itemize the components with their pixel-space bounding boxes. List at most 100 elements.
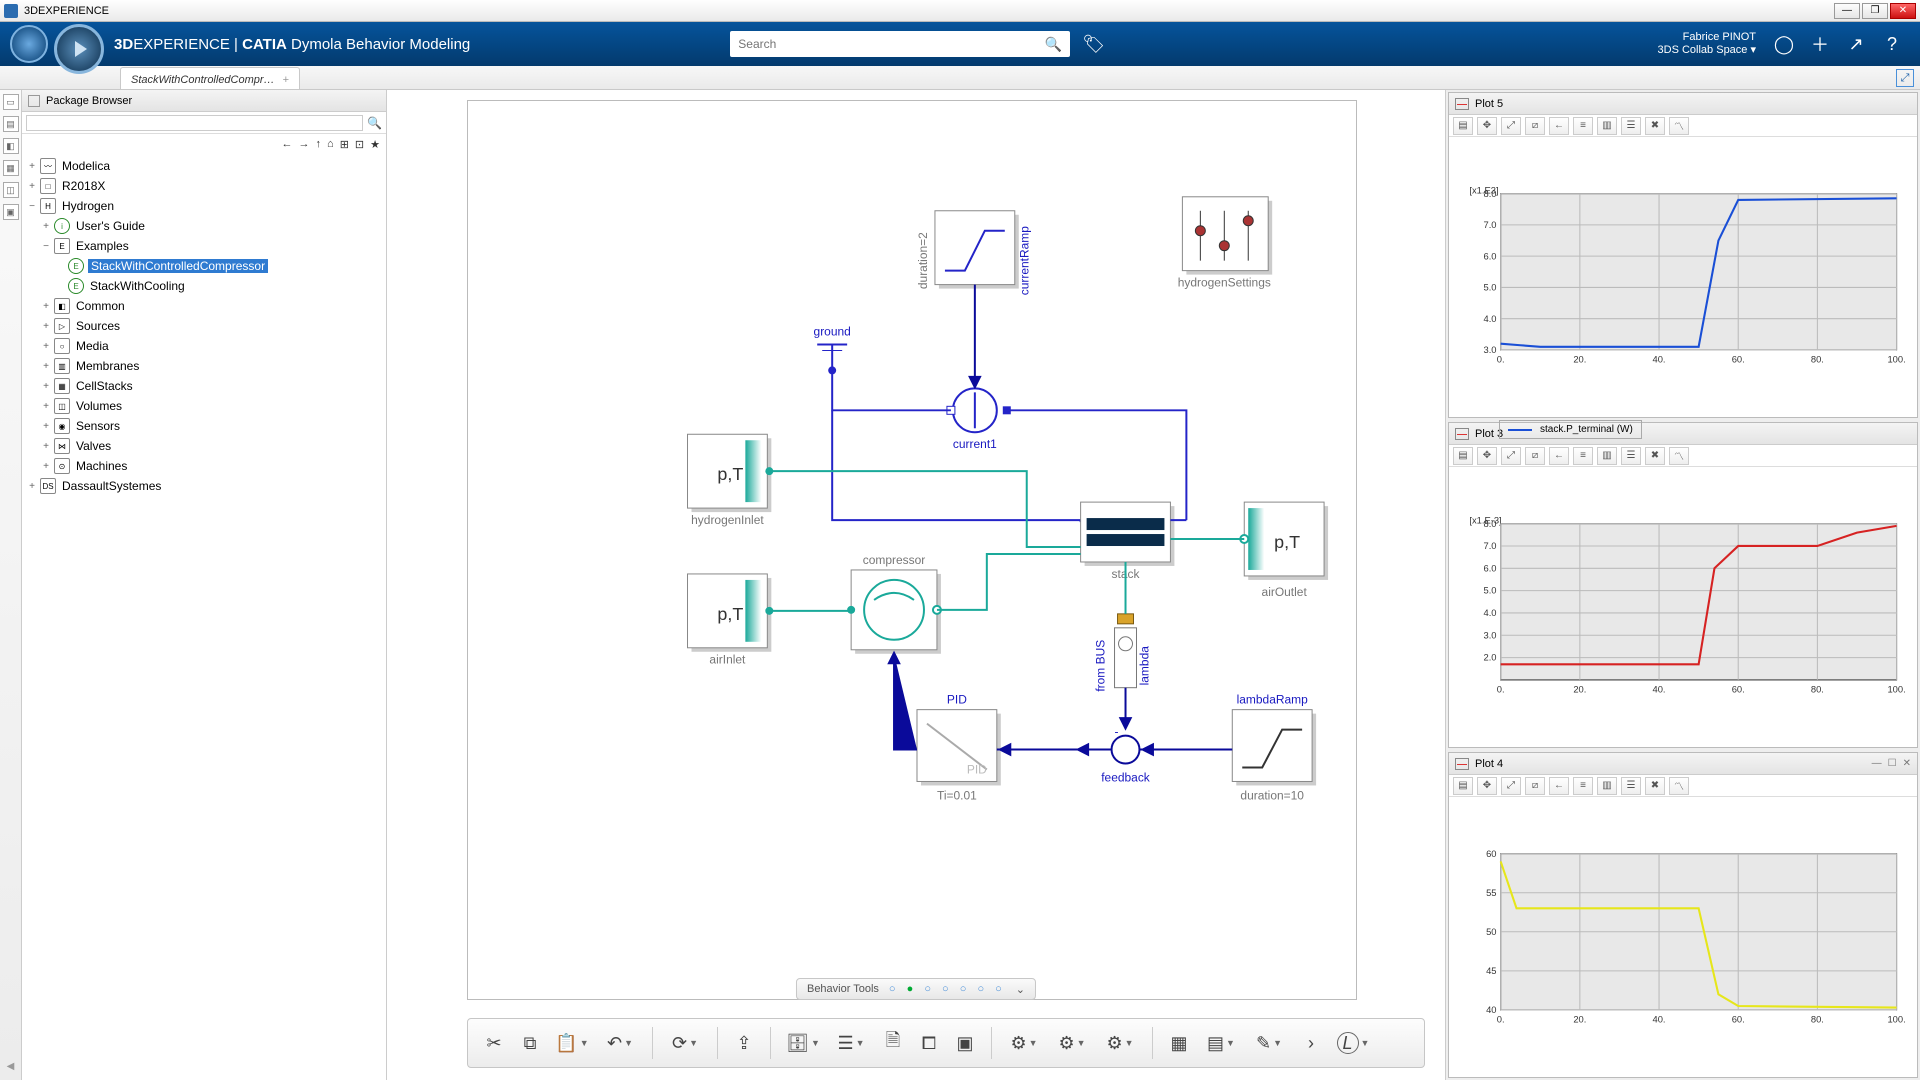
pkg-tb-4[interactable]: ⊞: [340, 138, 349, 151]
window-minimize-button[interactable]: —: [1834, 3, 1860, 19]
plot-header[interactable]: Plot 5: [1449, 93, 1917, 115]
pkg-tb-3[interactable]: ⌂: [327, 138, 334, 150]
list-icon[interactable]: ☰▼: [829, 1027, 873, 1059]
chevron-down-icon[interactable]: ⌄: [1016, 983, 1025, 996]
rail-item-1[interactable]: ▭: [3, 94, 19, 110]
doc-icon[interactable]: 🗎: [877, 1027, 909, 1059]
grid-icon[interactable]: ▦: [1163, 1027, 1195, 1059]
check-icon[interactable]: ▣: [949, 1027, 981, 1059]
plot-body[interactable]: [x1.E3]3.04.05.06.07.08.00.20.40.60.80.1…: [1449, 137, 1917, 417]
tree-twisty-icon[interactable]: −: [40, 241, 52, 252]
window-maximize-button[interactable]: ❐: [1862, 3, 1888, 19]
search-box[interactable]: 🔍: [730, 31, 1070, 57]
pkg-tb-0[interactable]: ←: [282, 138, 293, 150]
tree-node[interactable]: EStackWithControlledCompressor: [26, 256, 386, 276]
tree-node[interactable]: +◫Volumes: [26, 396, 386, 416]
rail-item-5[interactable]: ◫: [3, 182, 19, 198]
plot-tb-6[interactable]: ▥: [1597, 447, 1617, 465]
pkg-tb-2[interactable]: ↑: [316, 138, 322, 150]
rail-collapse-icon[interactable]: ◀: [7, 1061, 15, 1072]
plot-tb-2[interactable]: ⤢: [1501, 447, 1521, 465]
undo-icon[interactable]: ↶▼: [598, 1027, 642, 1059]
plot-max-icon[interactable]: ☐: [1888, 758, 1897, 769]
rail-item-4[interactable]: ▦: [3, 160, 19, 176]
tree-twisty-icon[interactable]: +: [40, 321, 52, 332]
plot-tb-6[interactable]: ▥: [1597, 117, 1617, 135]
next-icon[interactable]: ›: [1295, 1027, 1327, 1059]
plot-tb-5[interactable]: ≡: [1573, 117, 1593, 135]
plot-tb-8[interactable]: ✖: [1645, 777, 1665, 795]
paste-icon[interactable]: 📋▼: [550, 1027, 594, 1059]
window-close-button[interactable]: ✕: [1890, 3, 1916, 19]
behavior-tools-pill[interactable]: Behavior Tools ○ ● ○ ○ ○ ○ ○ ⌄: [796, 978, 1036, 1000]
pkg-search-input[interactable]: [26, 115, 363, 131]
tree-node[interactable]: +○Media: [26, 336, 386, 356]
tree-node[interactable]: +□R2018X: [26, 176, 386, 196]
plot-tb-5[interactable]: ≡: [1573, 777, 1593, 795]
tree-twisty-icon[interactable]: +: [26, 161, 38, 172]
plot-tb-4[interactable]: ←: [1549, 117, 1569, 135]
search-input[interactable]: [738, 37, 1045, 51]
tree-node[interactable]: EStackWithCooling: [26, 276, 386, 296]
plus-icon[interactable]: ＋: [1806, 30, 1834, 58]
document-tab[interactable]: StackWithControlledCompr… +: [120, 67, 300, 89]
tree-twisty-icon[interactable]: +: [40, 381, 52, 392]
tool-icon[interactable]: ✎▼: [1247, 1027, 1291, 1059]
plot-min-icon[interactable]: —: [1872, 758, 1882, 769]
gear1-icon[interactable]: ⚙▼: [1002, 1027, 1046, 1059]
tree-node[interactable]: −EExamples: [26, 236, 386, 256]
tree-twisty-icon[interactable]: +: [40, 441, 52, 452]
tree-twisty-icon[interactable]: +: [40, 361, 52, 372]
tree-twisty-icon[interactable]: +: [26, 181, 38, 192]
plot-body[interactable]: 40455055600.20.40.60.80.100.stack.v (V): [1449, 797, 1917, 1077]
lambda-icon[interactable]: L▼: [1331, 1027, 1375, 1059]
plot-tb-1[interactable]: ✥: [1477, 447, 1497, 465]
tree-twisty-icon[interactable]: +: [40, 401, 52, 412]
cut-icon[interactable]: ✂: [478, 1027, 510, 1059]
plot-tb-6[interactable]: ▥: [1597, 777, 1617, 795]
plot-tb-3[interactable]: ⧄: [1525, 777, 1545, 795]
plot-tb-3[interactable]: ⧄: [1525, 117, 1545, 135]
plot-tb-7[interactable]: ☰: [1621, 117, 1641, 135]
export-icon[interactable]: ⇪: [728, 1027, 760, 1059]
plot-tb-1[interactable]: ✥: [1477, 777, 1497, 795]
plot-tb-0[interactable]: ▤: [1453, 447, 1473, 465]
tree-node[interactable]: +◧Common: [26, 296, 386, 316]
plot-header[interactable]: Plot 4—☐✕: [1449, 753, 1917, 775]
tree-node[interactable]: +▦CellStacks: [26, 376, 386, 396]
plot-tb-8[interactable]: ✖: [1645, 447, 1665, 465]
tab-add-icon[interactable]: +: [283, 74, 289, 86]
tree-twisty-icon[interactable]: +: [40, 221, 52, 232]
plot-tb-2[interactable]: ⤢: [1501, 117, 1521, 135]
layers-icon[interactable]: ▤▼: [1199, 1027, 1243, 1059]
plot-tb-9[interactable]: 〽: [1669, 777, 1689, 795]
db-icon[interactable]: 🗄▼: [781, 1027, 825, 1059]
tree-node[interactable]: +◉Sensors: [26, 416, 386, 436]
plot-close-icon[interactable]: ✕: [1903, 758, 1911, 769]
rail-item-2[interactable]: ▤: [3, 116, 19, 132]
plot-tb-4[interactable]: ←: [1549, 447, 1569, 465]
tree-node[interactable]: −HHydrogen: [26, 196, 386, 216]
pkg-search-icon[interactable]: 🔍: [367, 116, 382, 130]
tree-node[interactable]: +iUser's Guide: [26, 216, 386, 236]
expand-icon[interactable]: ⤢: [1896, 69, 1914, 87]
plot-tb-7[interactable]: ☰: [1621, 447, 1641, 465]
tree-twisty-icon[interactable]: −: [26, 201, 38, 212]
plot-tb-2[interactable]: ⤢: [1501, 777, 1521, 795]
plot-tb-4[interactable]: ←: [1549, 777, 1569, 795]
play-orb-button[interactable]: [54, 24, 104, 74]
plot-tb-7[interactable]: ☰: [1621, 777, 1641, 795]
tree-twisty-icon[interactable]: +: [26, 481, 38, 492]
tree-twisty-icon[interactable]: +: [40, 341, 52, 352]
gear3-icon[interactable]: ⚙▼: [1098, 1027, 1142, 1059]
compass-icon[interactable]: [10, 25, 48, 63]
plot-tb-8[interactable]: ✖: [1645, 117, 1665, 135]
refresh-icon[interactable]: ⟳▼: [663, 1027, 707, 1059]
pkg-tb-5[interactable]: ⊡: [355, 138, 364, 151]
plot-tb-0[interactable]: ▤: [1453, 117, 1473, 135]
tree-twisty-icon[interactable]: +: [40, 421, 52, 432]
rail-item-3[interactable]: ◧: [3, 138, 19, 154]
code-icon[interactable]: ⧠: [913, 1027, 945, 1059]
tree-node[interactable]: +⋈Valves: [26, 436, 386, 456]
tree-node[interactable]: +DSDassaultSystemes: [26, 476, 386, 496]
